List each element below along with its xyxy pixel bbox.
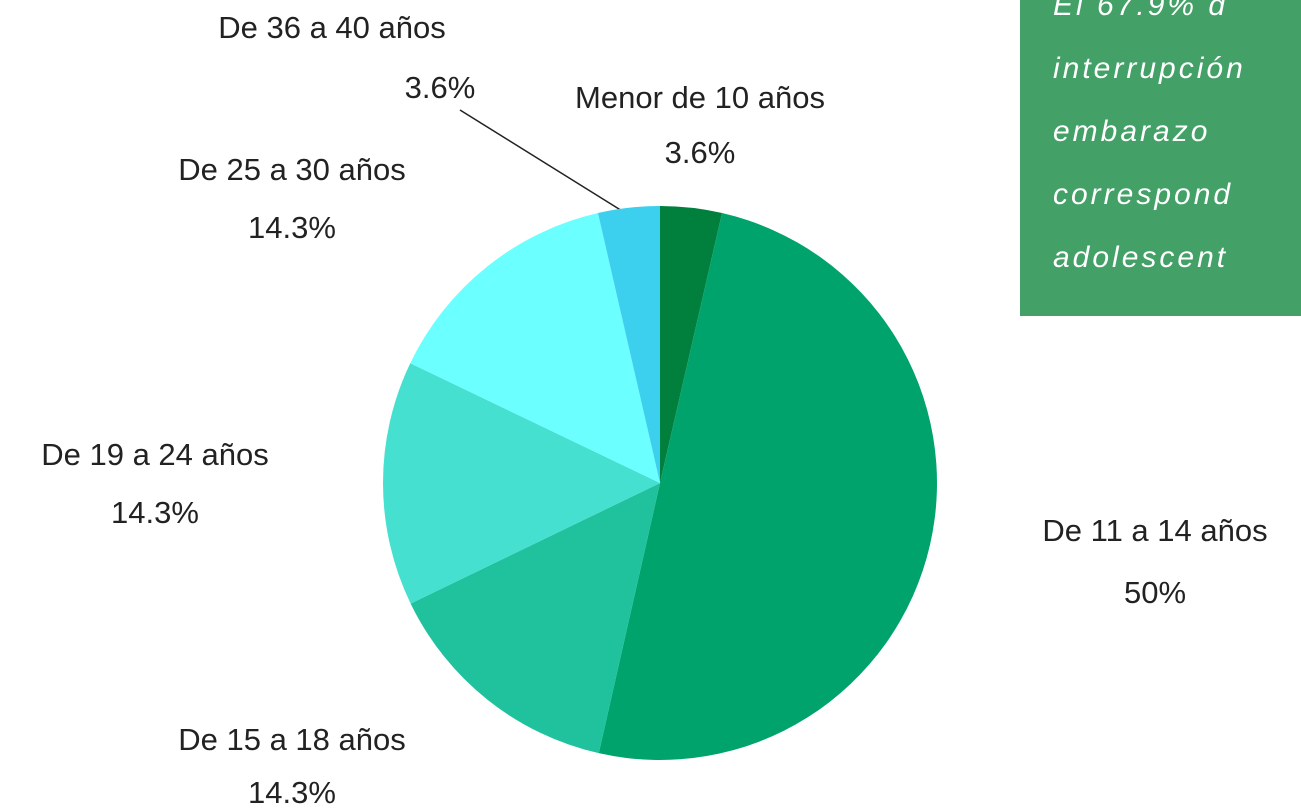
note-box (1020, 0, 1301, 316)
pie-slice (383, 363, 660, 604)
pie-slice (597, 206, 660, 483)
slice-label: De 25 a 30 años (178, 152, 406, 187)
note-line: correspond (1053, 178, 1233, 211)
note-line: interrupción (1053, 52, 1246, 85)
slice-value: 50% (1124, 575, 1186, 610)
pie-slice (410, 213, 660, 483)
pie-slice (660, 206, 723, 483)
pie-slice (598, 213, 937, 760)
note-line: embarazo (1053, 115, 1210, 148)
note-line: El 67.9% d (1053, 0, 1228, 22)
slice-value: 14.3% (248, 210, 336, 245)
slice-label: De 19 a 24 años (41, 437, 269, 472)
note-line: adolescent (1053, 241, 1228, 274)
slice-value: 3.6% (665, 135, 736, 170)
slice-label: De 15 a 18 años (178, 722, 406, 757)
slice-label: De 11 a 14 años (1042, 513, 1267, 548)
slice-label: De 36 a 40 años (218, 10, 446, 45)
slice-value: 14.3% (111, 495, 199, 530)
slice-value: 14.3% (248, 775, 336, 808)
pie-slice (410, 483, 660, 754)
slice-label: Menor de 10 años (575, 80, 825, 115)
slice-value: 3.6% (405, 70, 476, 105)
leader-line (459, 109, 628, 215)
